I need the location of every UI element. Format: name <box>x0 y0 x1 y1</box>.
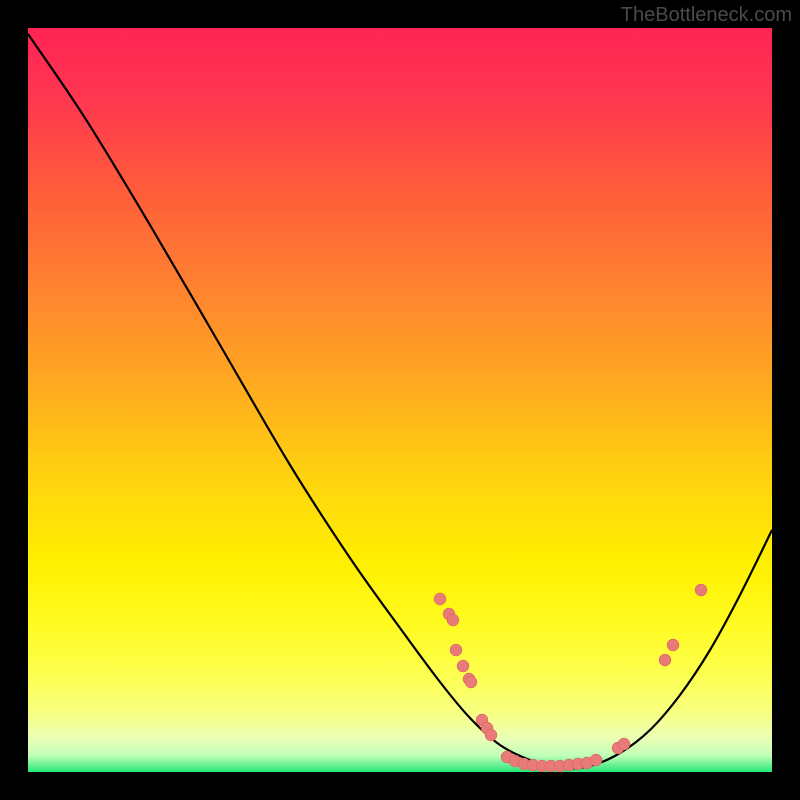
data-point <box>434 593 446 605</box>
data-point <box>618 738 630 750</box>
watermark-text: TheBottleneck.com <box>621 4 792 27</box>
data-point <box>695 584 707 596</box>
data-point <box>465 676 477 688</box>
data-point <box>447 614 459 626</box>
data-point <box>659 654 671 666</box>
data-point <box>450 644 462 656</box>
data-point <box>485 729 497 741</box>
data-point <box>590 754 602 766</box>
data-point <box>667 639 679 651</box>
chart-container: TheBottleneck.com <box>0 0 800 800</box>
data-point <box>457 660 469 672</box>
chart-svg <box>0 0 800 800</box>
